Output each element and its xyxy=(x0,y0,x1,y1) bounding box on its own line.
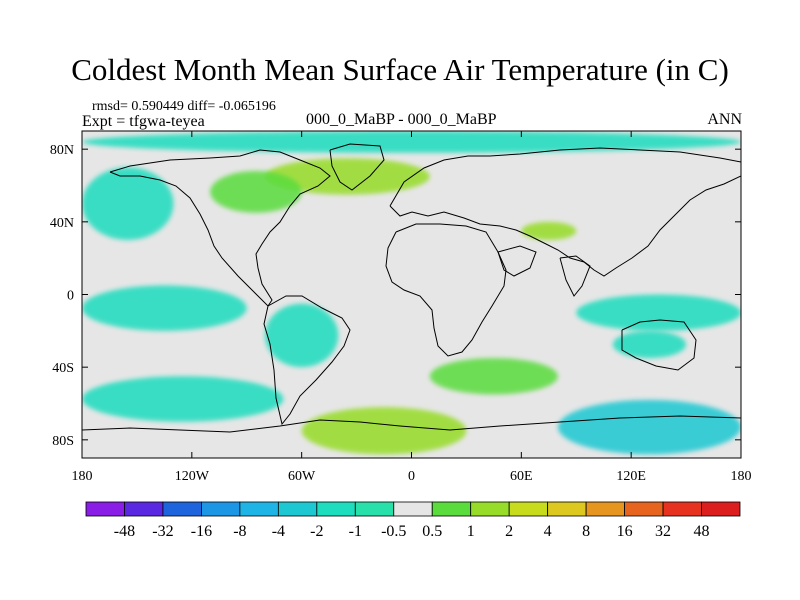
colorbar-swatch xyxy=(277,501,318,517)
colorbar-swatch xyxy=(585,501,625,517)
season-label: ANN xyxy=(707,111,742,128)
chart-title: Coldest Month Mean Surface Air Temperatu… xyxy=(71,52,729,87)
x-tick-label: 180 xyxy=(731,469,752,484)
colorbar-label: 8 xyxy=(582,523,590,540)
colorbar-label: -32 xyxy=(152,523,173,540)
colorbar-label: 48 xyxy=(694,523,710,540)
coastline-antarctica xyxy=(82,415,741,433)
x-tick-label: 120E xyxy=(616,469,646,484)
colorbar-label: -8 xyxy=(233,523,246,540)
colorbar-swatch xyxy=(547,501,587,517)
y-tick-label: 40S xyxy=(52,361,74,376)
region-east-asia-warm xyxy=(521,221,577,241)
region-arctic-cool xyxy=(82,131,741,153)
colorbar-label: 4 xyxy=(544,523,552,540)
colorbar-swatch xyxy=(470,501,510,517)
y-tick-label: 80S xyxy=(52,434,74,449)
region-antarctic-cool xyxy=(557,399,741,455)
coastline-africa xyxy=(385,223,507,357)
colorbar-label: 2 xyxy=(505,523,513,540)
coastline-north-america xyxy=(109,149,331,307)
region-antarctic-warm xyxy=(301,407,467,455)
colorbar-label: -48 xyxy=(114,523,135,540)
region-indian-ocean-cool xyxy=(576,294,741,331)
x-tick-label: 60E xyxy=(510,469,533,484)
x-tick-label: 180 xyxy=(72,469,93,484)
colorbar-label: -0.5 xyxy=(381,523,406,540)
colorbar-swatch xyxy=(662,501,702,517)
colorbar-swatch xyxy=(85,501,125,517)
coastline-greenland xyxy=(329,143,385,191)
coastlines xyxy=(82,143,741,433)
colorbar-label: 16 xyxy=(617,523,633,540)
x-tick-label: 60W xyxy=(288,469,316,484)
coastline-south-america xyxy=(263,295,351,426)
comparison-label: 000_0_MaBP - 000_0_MaBP xyxy=(306,111,497,128)
colorbar-swatch xyxy=(201,501,241,517)
coastline-eurasia xyxy=(389,147,741,277)
colorbar-label: -4 xyxy=(272,523,285,540)
region-south-america-cool xyxy=(265,303,339,368)
stats-label: rmsd= 0.590449 diff= -0.065196 xyxy=(92,99,276,114)
colorbar-label: 1 xyxy=(467,523,475,540)
y-tick-label: 0 xyxy=(67,289,74,304)
colorbar-label: -16 xyxy=(191,523,212,540)
region-tropical-pacific-cool xyxy=(82,285,247,331)
colorbar-swatch xyxy=(701,501,741,517)
colorbar-swatch xyxy=(162,501,202,517)
colorbar-swatch xyxy=(624,501,664,517)
x-tick-label: 120W xyxy=(175,469,210,484)
colorbar-swatch xyxy=(124,501,164,517)
colorbar-label: -1 xyxy=(349,523,362,540)
coastline-arabia xyxy=(497,245,537,277)
colorbar-swatch xyxy=(316,501,356,517)
anomaly-regions xyxy=(82,131,741,455)
colorbar-swatch xyxy=(393,501,433,517)
x-tick-label: 0 xyxy=(408,469,415,484)
colorbar-swatch xyxy=(239,501,279,517)
y-axis: 80N 40N 0 40S 80S xyxy=(50,143,741,449)
region-australia-cool xyxy=(612,330,687,359)
colorbar-swatch xyxy=(431,501,472,517)
colorbar-swatch xyxy=(354,501,395,517)
region-north-atlantic-warm xyxy=(265,158,430,195)
colorbar-label: 32 xyxy=(655,523,671,540)
region-north-america-warm xyxy=(210,170,302,213)
x-axis: 180 120W 60W 0 60E 120E 180 xyxy=(72,131,752,484)
colorbar: -48 -32 -16 -8 -4 -2 -1 -0.5 0.5 1 2 4 8 16 32 48 xyxy=(85,501,741,540)
coastline-india xyxy=(559,255,591,297)
colorbar-label: -2 xyxy=(310,523,323,540)
region-southern-ocean-cool xyxy=(82,376,284,422)
y-tick-label: 40N xyxy=(50,216,74,231)
colorbar-label: 0.5 xyxy=(422,523,442,540)
experiment-label: Expt = tfgwa-teyea xyxy=(82,113,205,130)
coastline-australia xyxy=(621,319,697,371)
region-north-pacific-cool xyxy=(82,167,174,240)
region-south-atlantic-warm xyxy=(429,358,558,395)
y-tick-label: 80N xyxy=(50,143,74,158)
region-siberia-warm xyxy=(539,163,641,204)
colorbar-swatch xyxy=(508,501,549,517)
